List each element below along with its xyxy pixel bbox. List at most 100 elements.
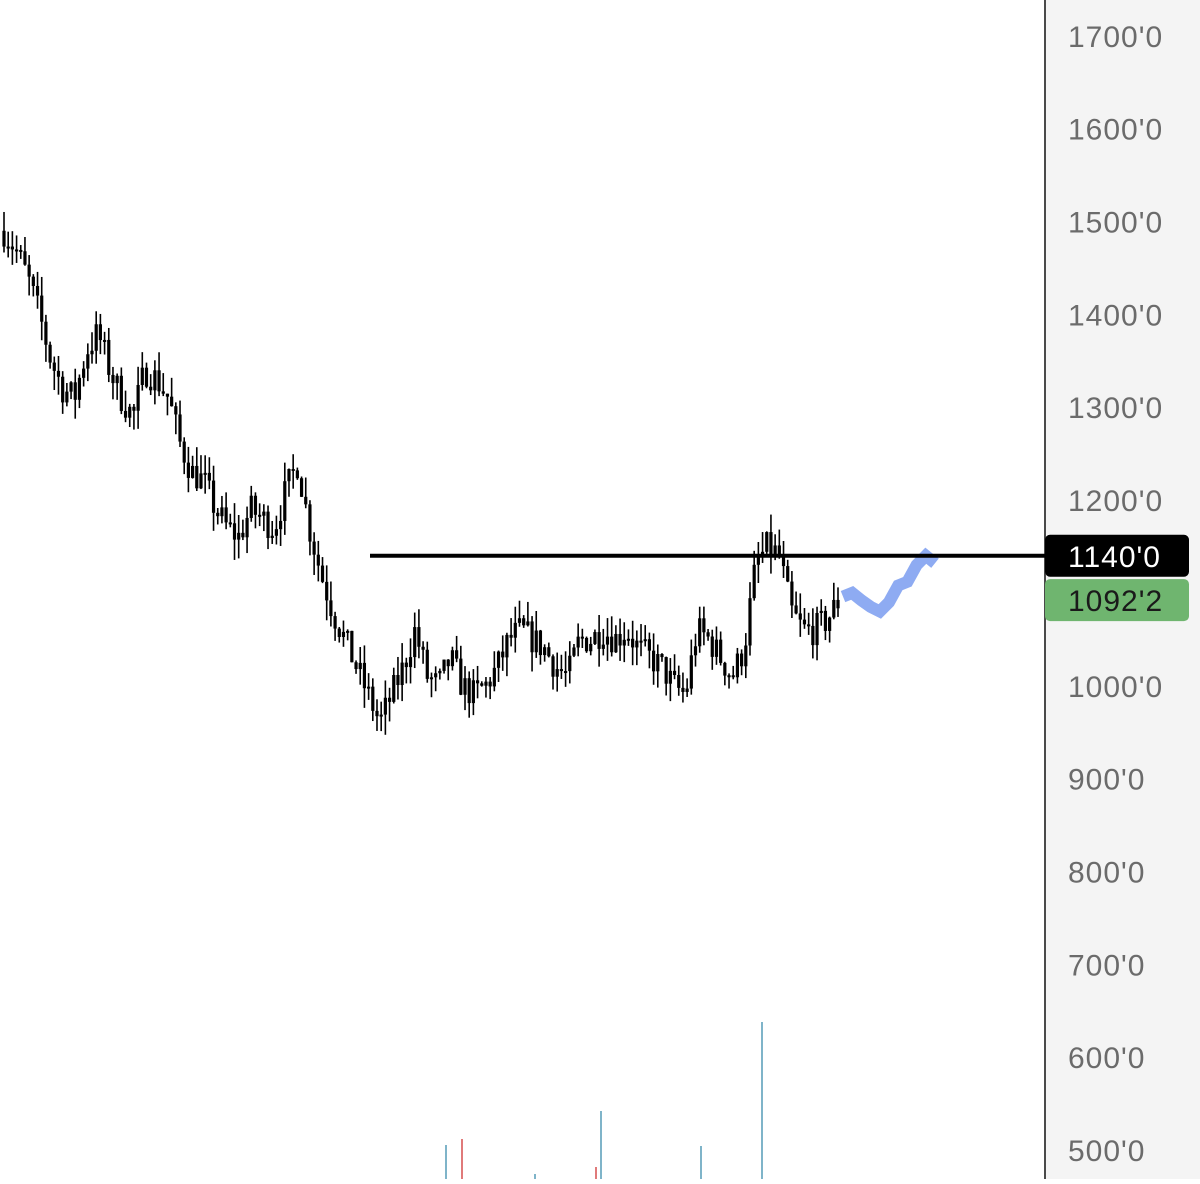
candle-body bbox=[52, 362, 56, 371]
candle bbox=[178, 400, 182, 448]
candle-body bbox=[664, 657, 668, 684]
candle bbox=[299, 476, 304, 498]
candle bbox=[811, 608, 815, 659]
candle-body bbox=[245, 517, 249, 538]
candle-body bbox=[375, 710, 379, 717]
candle bbox=[396, 656, 400, 700]
candle bbox=[266, 505, 270, 550]
candle-body bbox=[480, 683, 484, 686]
candle bbox=[815, 606, 819, 661]
candle-body bbox=[702, 618, 706, 633]
candle-body bbox=[807, 624, 811, 627]
candle bbox=[446, 659, 450, 681]
candle-body bbox=[61, 376, 65, 403]
candle bbox=[329, 581, 333, 627]
volume-bar bbox=[595, 1167, 597, 1179]
candle bbox=[207, 457, 211, 490]
candle-body bbox=[543, 647, 547, 656]
candle-body bbox=[371, 686, 375, 711]
candle bbox=[580, 628, 584, 649]
candle-body bbox=[170, 396, 174, 407]
candle bbox=[392, 667, 396, 704]
candle-body bbox=[2, 230, 6, 247]
candle bbox=[752, 550, 756, 601]
candle bbox=[660, 653, 664, 662]
candle bbox=[186, 446, 191, 493]
candle-body bbox=[442, 659, 446, 671]
candle-body bbox=[551, 656, 555, 677]
price-tick-label: 1500'0 bbox=[1068, 207, 1163, 240]
candle-body bbox=[299, 478, 304, 497]
candle bbox=[786, 559, 790, 583]
candle-body bbox=[719, 639, 723, 663]
candle bbox=[362, 645, 367, 708]
candle bbox=[165, 393, 170, 416]
candle-body bbox=[82, 368, 86, 378]
candle bbox=[480, 681, 484, 687]
candle bbox=[576, 623, 580, 657]
candle-body bbox=[23, 251, 27, 265]
candle bbox=[496, 650, 501, 682]
volume-bar bbox=[700, 1146, 702, 1179]
candle bbox=[320, 557, 325, 584]
candle bbox=[631, 620, 635, 666]
candle-body bbox=[190, 465, 195, 478]
candle-body bbox=[48, 344, 52, 363]
candle-body bbox=[19, 249, 23, 252]
candle bbox=[354, 660, 358, 674]
candle-body bbox=[605, 636, 610, 645]
candle bbox=[119, 367, 123, 415]
candle bbox=[413, 612, 417, 669]
candle bbox=[698, 606, 702, 653]
candle bbox=[538, 629, 543, 665]
candle bbox=[337, 626, 341, 643]
candle bbox=[681, 672, 685, 703]
candle bbox=[211, 465, 216, 531]
candle bbox=[635, 630, 639, 666]
candle bbox=[94, 311, 98, 364]
candle bbox=[765, 531, 769, 554]
candle bbox=[237, 515, 241, 559]
candle bbox=[216, 508, 220, 525]
candle-body bbox=[547, 647, 551, 657]
candle-body bbox=[484, 681, 488, 686]
candle-body bbox=[580, 636, 584, 639]
candle-body bbox=[819, 610, 823, 613]
candle-body bbox=[756, 557, 760, 565]
candle bbox=[484, 677, 488, 698]
candle bbox=[203, 455, 207, 494]
candle-body bbox=[589, 643, 593, 652]
candle bbox=[367, 673, 371, 700]
candle-body bbox=[123, 410, 128, 418]
candle-body bbox=[308, 504, 312, 542]
candle bbox=[618, 618, 622, 661]
candle bbox=[534, 611, 538, 658]
candle bbox=[593, 629, 597, 645]
candle bbox=[44, 314, 48, 362]
candle bbox=[90, 332, 94, 364]
candle-body bbox=[220, 507, 224, 517]
candle bbox=[727, 673, 731, 689]
candle bbox=[111, 366, 115, 400]
candle bbox=[190, 455, 195, 479]
candle bbox=[69, 381, 73, 400]
candle-body bbox=[69, 382, 73, 392]
candle-body bbox=[258, 514, 262, 517]
candle bbox=[333, 611, 337, 641]
candle-body bbox=[815, 612, 819, 646]
candle-body bbox=[346, 630, 350, 633]
candle bbox=[115, 373, 119, 400]
candle bbox=[224, 492, 228, 530]
price-tick-label: 900'0 bbox=[1068, 764, 1145, 797]
candle bbox=[823, 605, 828, 641]
price-tick-label: 1600'0 bbox=[1068, 114, 1163, 147]
candle-body bbox=[128, 406, 132, 418]
candle-body bbox=[626, 638, 631, 641]
candle bbox=[10, 231, 14, 265]
candle-body bbox=[647, 639, 652, 651]
candle-body bbox=[10, 246, 14, 250]
candle-body bbox=[90, 350, 94, 355]
candle bbox=[182, 437, 186, 475]
candle-body bbox=[136, 384, 140, 411]
